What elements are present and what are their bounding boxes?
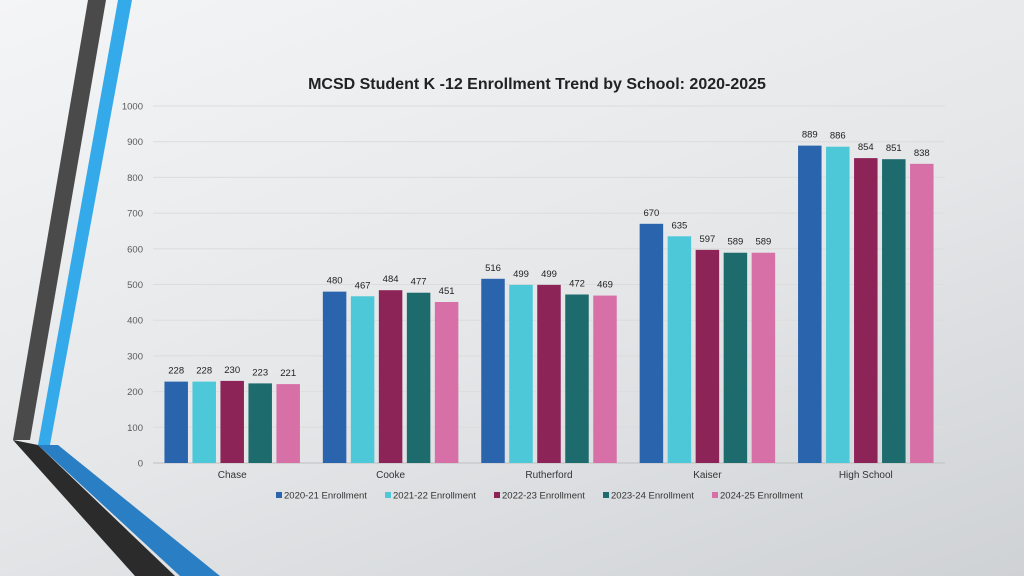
bar xyxy=(378,290,403,463)
data-label: 499 xyxy=(541,269,557,280)
x-tick-label: Kaiser xyxy=(693,470,722,481)
bar xyxy=(826,146,850,463)
y-tick-label: 600 xyxy=(127,244,143,255)
legend-label: 2023-24 Enrollment xyxy=(611,491,694,502)
data-label: 635 xyxy=(671,220,687,231)
bar xyxy=(751,252,776,463)
data-label: 230 xyxy=(224,365,240,376)
legend-swatch xyxy=(494,492,500,498)
bar xyxy=(481,278,505,463)
x-axis: Chase Cooke Rutherford Kaiser High School xyxy=(218,470,893,481)
y-tick-label: 400 xyxy=(127,316,143,327)
bar xyxy=(565,294,589,463)
legend-swatch xyxy=(712,492,718,498)
bar xyxy=(639,223,664,463)
bar xyxy=(667,236,692,463)
data-label: 228 xyxy=(168,366,184,377)
data-label: 469 xyxy=(597,280,613,291)
bar xyxy=(406,292,431,463)
y-tick-label: 1000 xyxy=(122,102,143,113)
bar xyxy=(854,158,878,463)
legend-swatch xyxy=(276,492,282,498)
legend-swatch xyxy=(385,492,391,498)
legend-label: 2024-25 Enrollment xyxy=(720,491,803,502)
bar xyxy=(695,249,720,463)
y-tick-label: 200 xyxy=(127,387,143,398)
bar xyxy=(910,163,934,464)
data-label: 851 xyxy=(886,143,902,154)
y-tick-label: 800 xyxy=(127,173,143,184)
data-label: 467 xyxy=(355,280,371,291)
data-label: 589 xyxy=(755,237,771,248)
blue-stripe xyxy=(38,0,132,445)
bar xyxy=(350,296,375,463)
bar xyxy=(537,284,561,463)
data-label: 838 xyxy=(914,148,930,159)
blue-stripe-lower xyxy=(38,445,220,576)
data-label: 886 xyxy=(830,131,846,142)
bar xyxy=(276,384,300,463)
bar-series: 228 228 230 223 221 480 467 484 477 451 516 499 499 4… xyxy=(164,130,934,464)
x-tick-label: High School xyxy=(839,470,893,481)
data-label: 451 xyxy=(439,286,455,297)
bar xyxy=(723,252,748,463)
y-tick-label: 900 xyxy=(127,137,143,148)
legend: 2020-21 Enrollment 2021-22 Enrollment 2022… xyxy=(276,491,803,502)
x-tick-label: Cooke xyxy=(376,470,405,481)
bar xyxy=(882,159,906,463)
bar xyxy=(220,380,244,463)
legend-label: 2021-22 Enrollment xyxy=(393,491,476,502)
x-tick-label: Rutherford xyxy=(525,470,572,481)
y-axis: 0 100 200 300 400 500 600 700 800 900 1000 xyxy=(122,102,143,470)
data-label: 480 xyxy=(327,276,343,287)
bar xyxy=(434,301,459,463)
legend-label: 2022-23 Enrollment xyxy=(502,491,585,502)
bar xyxy=(509,284,533,463)
data-label: 472 xyxy=(569,278,585,289)
data-label: 228 xyxy=(196,366,212,377)
data-label: 477 xyxy=(411,277,427,288)
bar xyxy=(164,381,188,463)
bar xyxy=(322,291,347,463)
data-label: 854 xyxy=(858,142,874,153)
y-tick-label: 300 xyxy=(127,351,143,362)
bar xyxy=(248,383,272,463)
y-tick-label: 100 xyxy=(127,423,143,434)
data-label: 221 xyxy=(280,368,296,379)
bar xyxy=(798,145,822,463)
data-label: 499 xyxy=(513,269,529,280)
dark-stripe-lower xyxy=(13,440,175,576)
bar xyxy=(192,381,216,463)
bar xyxy=(593,295,617,463)
data-label: 223 xyxy=(252,367,268,378)
chart-title: MCSD Student K -12 Enrollment Trend by S… xyxy=(308,76,766,93)
dark-stripe xyxy=(13,0,106,440)
x-tick-label: Chase xyxy=(218,470,247,481)
data-label: 670 xyxy=(643,208,659,219)
data-label: 589 xyxy=(727,237,743,248)
y-tick-label: 500 xyxy=(127,280,143,291)
data-label: 484 xyxy=(383,274,399,285)
legend-label: 2020-21 Enrollment xyxy=(284,491,367,502)
data-label: 597 xyxy=(699,234,715,245)
y-tick-label: 700 xyxy=(127,209,143,220)
data-label: 516 xyxy=(485,263,501,274)
data-label: 889 xyxy=(802,130,818,141)
y-tick-label: 0 xyxy=(138,459,143,470)
legend-swatch xyxy=(603,492,609,498)
